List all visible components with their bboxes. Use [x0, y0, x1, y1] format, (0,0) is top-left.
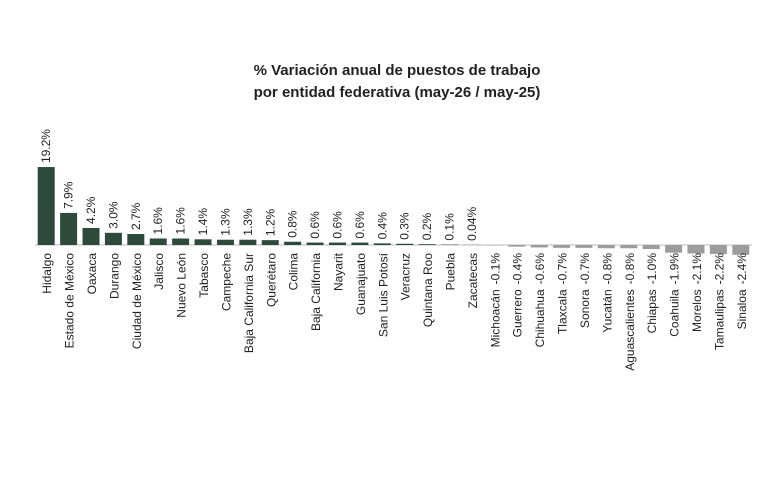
bar [575, 245, 593, 248]
value-label: -2.2% [712, 253, 726, 285]
x-tick-label: Campeche [219, 253, 233, 311]
x-tick-label: Guanajuato [354, 253, 368, 315]
bar [284, 241, 302, 245]
bar [665, 245, 683, 253]
value-label: 1.3% [241, 208, 255, 236]
x-tick-label: Morelos [690, 289, 704, 332]
value-label: -1.0% [645, 253, 659, 285]
bar [530, 245, 548, 248]
bar [216, 239, 234, 245]
bar [732, 245, 750, 255]
bar [642, 245, 660, 250]
x-tick-label: Sinaloa [735, 289, 749, 329]
chart-title: por entidad federativa (may-26 / may-25) [254, 84, 541, 101]
bar [373, 243, 391, 245]
bar [597, 245, 615, 249]
x-tick-label: Hidalgo [40, 253, 54, 294]
value-label: 7.9% [62, 181, 76, 209]
value-label: -0.4% [511, 253, 525, 285]
bar [508, 245, 526, 247]
x-tick-label: Guerrero [511, 289, 525, 337]
bar [418, 244, 436, 245]
value-label: -2.4% [735, 253, 749, 285]
x-tick-label: Coahuila [668, 289, 682, 337]
bar [351, 242, 369, 245]
x-tick-label: Nuevo León [175, 253, 189, 318]
x-tick-label: Puebla [444, 253, 458, 291]
x-tick-label: Jalisco [152, 253, 166, 290]
value-label: -0.7% [556, 253, 570, 285]
x-tick-label: Yucatán [600, 289, 614, 332]
bar [104, 232, 122, 245]
bar [620, 245, 638, 249]
x-tick-label: Chihuahua [533, 289, 547, 347]
value-label: 2.7% [129, 202, 143, 230]
bar [82, 227, 100, 245]
x-tick-label: Tamaulipas [712, 289, 726, 350]
value-label: -1.9% [668, 253, 682, 285]
bar [37, 167, 55, 245]
chart-title: % Variación anual de puestos de trabajo [254, 62, 541, 79]
bar [127, 234, 145, 245]
value-label: -0.8% [600, 253, 614, 285]
bar [709, 245, 727, 254]
x-tick-label: Veracruz [399, 253, 413, 300]
x-tick-label: Sonora [578, 289, 592, 328]
bar [172, 238, 190, 245]
bar [149, 238, 167, 245]
x-tick-label: Durango [107, 253, 121, 299]
x-tick-label: Aguascalientes [623, 289, 637, 370]
value-label: 0.6% [308, 211, 322, 239]
value-label: -0.1% [488, 253, 502, 285]
x-tick-label: Baja California [309, 253, 323, 331]
bar [194, 239, 212, 245]
value-label: 0.6% [330, 211, 344, 239]
value-label: 0.04% [465, 206, 479, 240]
value-label: 1.6% [174, 207, 188, 235]
value-label: -2.1% [690, 253, 704, 285]
x-tick-label: Ciudad de México [130, 253, 144, 349]
value-label: 0.4% [375, 212, 389, 240]
bar [687, 245, 705, 254]
bar [396, 243, 414, 245]
x-tick-label: Nayarit [331, 252, 345, 291]
value-label: 19.2% [39, 129, 53, 163]
bar [239, 239, 257, 245]
value-label: 0.6% [353, 211, 367, 239]
value-label: 0.8% [286, 210, 300, 238]
x-tick-label: Michoacán [488, 289, 502, 347]
value-label: 0.3% [398, 212, 412, 240]
value-label: 1.2% [263, 208, 277, 236]
bar [306, 242, 324, 245]
x-tick-label: Chiapas [645, 289, 659, 333]
x-tick-label: Baja California Sur [242, 253, 256, 353]
value-label: -0.7% [578, 253, 592, 285]
x-tick-label: Oaxaca [85, 253, 99, 295]
x-tick-label: Zacatecas [466, 253, 480, 308]
value-label: 4.2% [84, 196, 98, 224]
x-tick-label: Colima [287, 253, 301, 291]
bar [261, 240, 279, 245]
x-tick-label: Tlaxcala [556, 289, 570, 334]
value-label: 0.1% [443, 213, 457, 241]
value-label: 1.6% [151, 207, 165, 235]
bar [328, 242, 346, 245]
bar [60, 212, 78, 245]
value-label: 3.0% [106, 201, 120, 229]
value-label: 1.3% [218, 208, 232, 236]
value-label: -0.8% [623, 253, 637, 285]
x-tick-label: Quintana Roo [421, 253, 435, 327]
value-label: -0.6% [533, 253, 547, 285]
x-tick-label: San Luis Potosí [376, 252, 390, 337]
x-tick-label: Querétaro [264, 253, 278, 307]
value-label: 1.4% [196, 208, 210, 236]
x-tick-label: Estado de México [63, 253, 77, 349]
x-tick-label: Tabasco [197, 253, 211, 298]
value-label: 0.2% [420, 213, 434, 241]
bar [553, 245, 571, 248]
